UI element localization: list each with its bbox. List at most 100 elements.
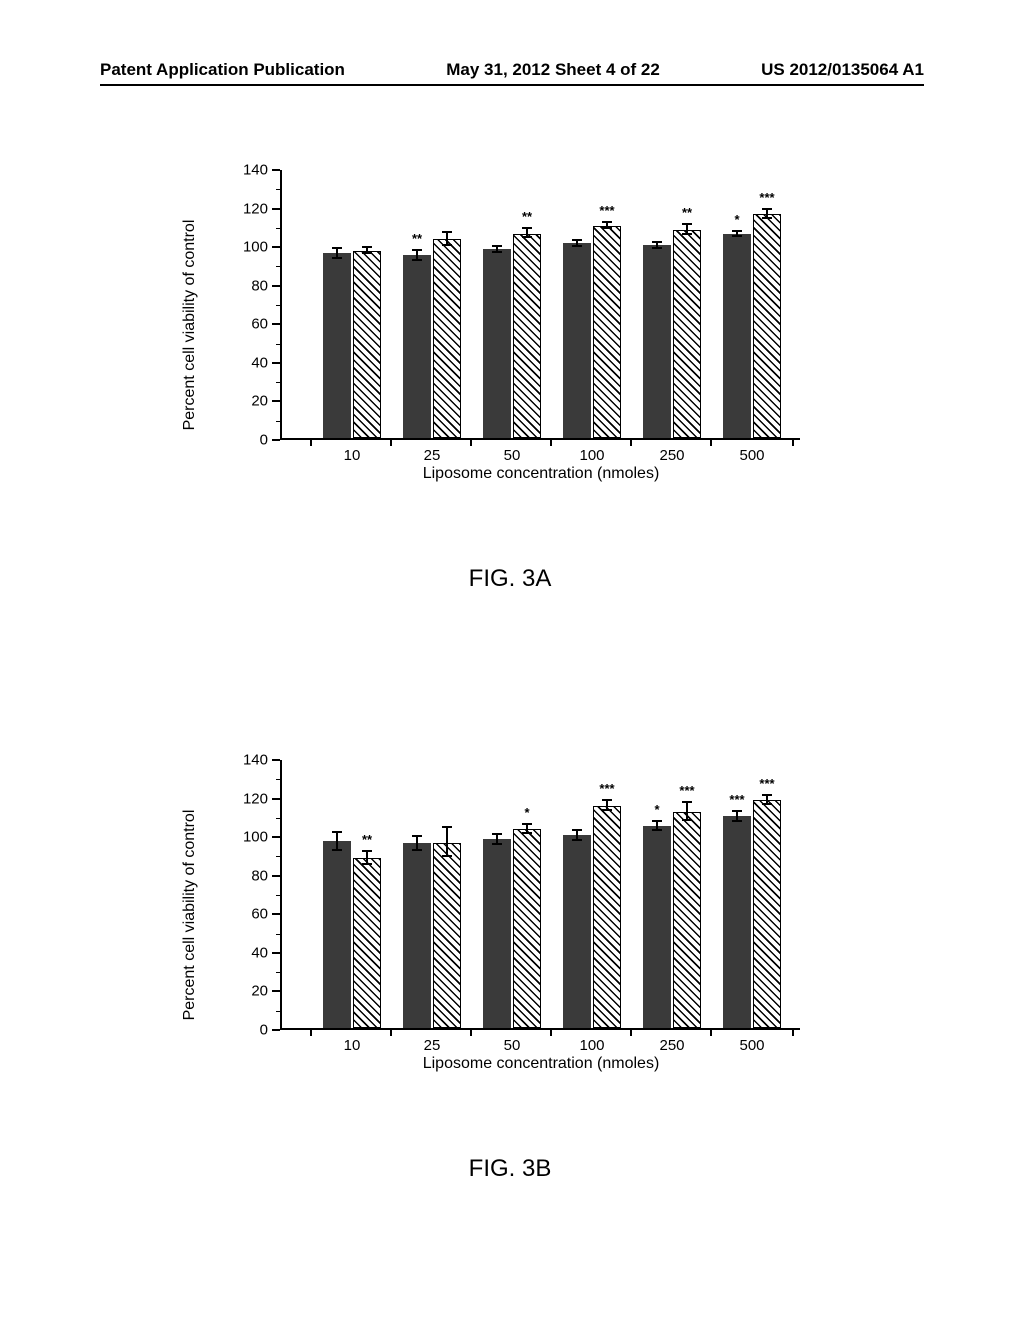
- x-tick: [630, 1028, 632, 1036]
- error-bar: [656, 820, 658, 832]
- page-header: Patent Application Publication May 31, 2…: [100, 60, 924, 86]
- y-tick-label: 60: [200, 906, 268, 923]
- bar-solid: *: [723, 234, 751, 438]
- y-tick-minor: [276, 266, 280, 267]
- error-bar: [416, 835, 418, 850]
- error-bar: [736, 810, 738, 822]
- y-tick-label: 80: [200, 277, 268, 294]
- bar-hatched: **: [513, 234, 541, 438]
- plot-area: Liposome concentration (nmoles) 1025**50…: [280, 170, 800, 440]
- bar-hatched: ***: [753, 800, 781, 1028]
- y-tick-minor: [276, 934, 280, 935]
- y-tick-minor: [276, 228, 280, 229]
- bar-solid: [323, 253, 351, 438]
- y-tick: [272, 323, 280, 325]
- y-tick-minor: [276, 382, 280, 383]
- x-tick: [550, 438, 552, 446]
- error-bar: [416, 249, 418, 261]
- significance-marker: **: [362, 832, 372, 847]
- error-bar: [686, 223, 688, 235]
- y-tick-label: 120: [200, 790, 268, 807]
- error-bar: [366, 850, 368, 865]
- error-bar: [656, 241, 658, 249]
- y-tick-minor: [276, 972, 280, 973]
- x-tick: [550, 1028, 552, 1036]
- x-tick: [630, 438, 632, 446]
- x-tick: [792, 438, 794, 446]
- error-bar: [526, 227, 528, 239]
- x-axis-label: Liposome concentration (nmoles): [423, 1055, 660, 1073]
- y-tick: [272, 246, 280, 248]
- y-tick: [272, 285, 280, 287]
- y-tick: [272, 913, 280, 915]
- bar-hatched: **: [353, 858, 381, 1028]
- y-tick-minor: [276, 856, 280, 857]
- y-tick-minor: [276, 818, 280, 819]
- y-tick-minor: [276, 1011, 280, 1012]
- x-tick-label: 250: [659, 1037, 684, 1054]
- significance-marker: *: [734, 212, 739, 227]
- significance-marker: ***: [679, 783, 694, 798]
- x-tick-label: 500: [739, 1037, 764, 1054]
- y-tick-label: 20: [200, 983, 268, 1000]
- y-tick-label: 100: [200, 239, 268, 256]
- error-bar: [606, 799, 608, 811]
- y-tick: [272, 169, 280, 171]
- bar-hatched: *: [513, 829, 541, 1028]
- y-tick: [272, 439, 280, 441]
- error-bar: [446, 231, 448, 246]
- y-tick-label: 60: [200, 316, 268, 333]
- significance-marker: ***: [599, 781, 614, 796]
- y-tick: [272, 875, 280, 877]
- error-bar: [766, 208, 768, 220]
- y-axis-label: Percent cell viability of control: [181, 810, 199, 1021]
- significance-marker: *: [654, 802, 659, 817]
- bar-solid: [323, 841, 351, 1028]
- y-tick-label: 20: [200, 393, 268, 410]
- error-bar: [766, 794, 768, 806]
- bar-hatched: **: [673, 230, 701, 438]
- bar-hatched: ***: [753, 214, 781, 438]
- y-tick-label: 140: [200, 752, 268, 769]
- header-left: Patent Application Publication: [100, 60, 345, 80]
- y-axis-label: Percent cell viability of control: [181, 220, 199, 431]
- y-tick: [272, 362, 280, 364]
- y-tick: [272, 952, 280, 954]
- bar-solid: [563, 835, 591, 1028]
- x-tick-label: 25: [424, 447, 441, 464]
- y-tick-minor: [276, 779, 280, 780]
- x-tick-label: 50: [504, 447, 521, 464]
- y-tick-label: 120: [200, 200, 268, 217]
- y-tick-label: 80: [200, 867, 268, 884]
- x-tick: [470, 438, 472, 446]
- bar-hatched: [433, 843, 461, 1028]
- error-bar: [576, 239, 578, 247]
- significance-marker: ***: [599, 203, 614, 218]
- bar-solid: [483, 839, 511, 1028]
- y-tick-minor: [276, 421, 280, 422]
- y-tick-label: 0: [200, 1022, 268, 1039]
- bar-solid: **: [403, 255, 431, 438]
- y-tick: [272, 798, 280, 800]
- chart-3a: Percent cell viability of control Liposo…: [200, 160, 820, 490]
- bar-solid: [563, 243, 591, 438]
- figure-3a: Percent cell viability of control Liposo…: [200, 160, 820, 593]
- significance-marker: **: [682, 205, 692, 220]
- y-tick: [272, 400, 280, 402]
- y-tick-minor: [276, 305, 280, 306]
- y-tick-minor: [276, 344, 280, 345]
- x-tick-label: 100: [579, 447, 604, 464]
- error-bar: [496, 833, 498, 845]
- plot-area: Liposome concentration (nmoles) 10**2550…: [280, 760, 800, 1030]
- x-tick: [710, 1028, 712, 1036]
- x-tick: [390, 1028, 392, 1036]
- x-tick-label: 10: [344, 447, 361, 464]
- significance-marker: ***: [759, 776, 774, 791]
- error-bar: [336, 247, 338, 259]
- bar-solid: [483, 249, 511, 438]
- error-bar: [336, 831, 338, 850]
- error-bar: [686, 801, 688, 820]
- y-tick-label: 140: [200, 162, 268, 179]
- error-bar: [576, 829, 578, 841]
- x-tick-label: 25: [424, 1037, 441, 1054]
